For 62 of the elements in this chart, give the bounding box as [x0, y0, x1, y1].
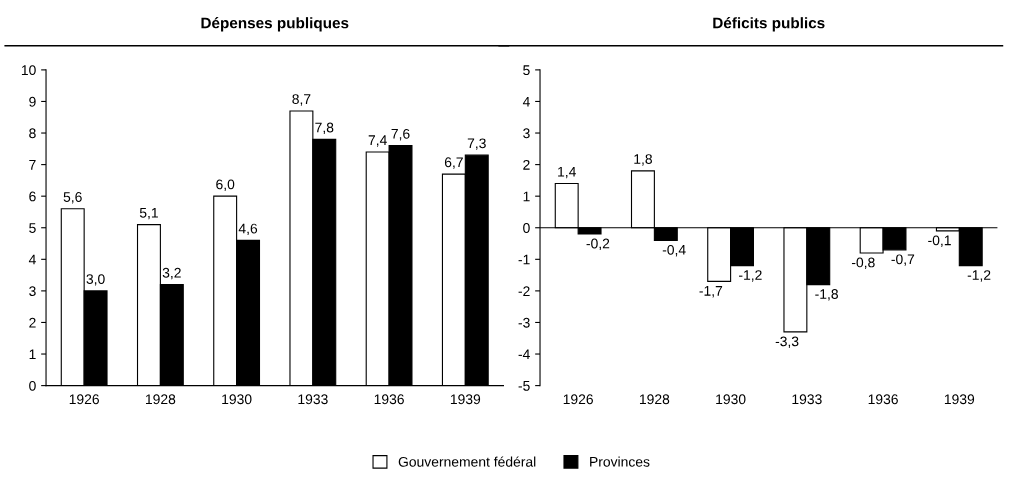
chart-title: Dépenses publiques — [201, 17, 349, 32]
data-label: 1,4 — [558, 166, 576, 179]
y-tick-label: 1 — [29, 349, 36, 360]
data-label: 7,6 — [391, 128, 410, 141]
data-label: 7,3 — [467, 138, 486, 150]
data-label: 5,6 — [63, 192, 82, 204]
y-tick-label: -3 — [518, 317, 530, 328]
data-label: -0,7 — [891, 254, 915, 266]
x-tick-label: 1928 — [639, 394, 670, 405]
y-tick-label: 5 — [29, 223, 36, 233]
data-label: -1,2 — [739, 270, 762, 282]
data-label: -0,8 — [851, 257, 875, 270]
y-tick-label: 3 — [523, 128, 530, 139]
x-tick-label: 1930 — [222, 394, 252, 405]
data-label: 7,8 — [315, 122, 334, 135]
data-label: -0,1 — [928, 235, 951, 247]
data-label: -1,8 — [815, 289, 838, 301]
y-tick-label: 10 — [21, 65, 36, 76]
y-tick-label: 7 — [29, 160, 36, 170]
y-tick-label: 4 — [522, 96, 530, 107]
data-label: 6,0 — [216, 179, 235, 191]
y-tick-label: 5 — [523, 65, 530, 76]
data-label: -0,2 — [586, 238, 610, 251]
y-tick-label: -5 — [518, 381, 530, 391]
data-label: -1,2 — [967, 270, 991, 282]
data-label: -3,3 — [775, 336, 799, 348]
data-label: 3,2 — [162, 267, 181, 280]
y-tick-label: 8 — [29, 128, 36, 139]
legend-label: Gouvernement fédéral — [398, 456, 536, 467]
x-tick-label: 1933 — [298, 394, 328, 405]
x-tick-label: 1936 — [374, 394, 404, 405]
y-tick-label: 0 — [29, 380, 36, 391]
x-tick-label: 1926 — [563, 394, 593, 405]
legend-label: Provinces — [590, 456, 650, 467]
y-tick-label: -1 — [518, 254, 530, 265]
y-tick-label: 3 — [29, 286, 36, 297]
y-tick-label: 2 — [29, 317, 36, 328]
x-tick-label: 1939 — [944, 394, 975, 405]
x-tick-label: 1939 — [450, 394, 481, 405]
x-tick-label: 1930 — [716, 394, 746, 405]
data-label: 3,0 — [86, 274, 105, 286]
y-tick-label: 0 — [523, 223, 530, 233]
data-label: -1,7 — [699, 286, 723, 298]
y-tick-label: -4 — [518, 349, 530, 360]
y-tick-label: 6 — [29, 191, 36, 202]
y-tick-label: 9 — [29, 96, 36, 107]
chart-title: Déficits publics — [713, 17, 825, 32]
data-label: 8,7 — [292, 94, 311, 106]
data-label: -0,4 — [662, 244, 686, 257]
x-tick-label: 1928 — [146, 394, 176, 405]
data-label: 5,1 — [139, 207, 158, 220]
data-label: 4,6 — [238, 223, 258, 236]
data-label: 7,4 — [368, 135, 387, 147]
x-tick-label: 1926 — [69, 394, 99, 405]
data-label: 6,7 — [444, 157, 463, 169]
y-tick-label: -2 — [518, 286, 530, 296]
y-tick-label: 4 — [28, 254, 36, 265]
y-tick-label: 1 — [523, 191, 530, 202]
x-tick-label: 1936 — [868, 394, 898, 405]
data-label: 1,8 — [634, 154, 652, 166]
x-tick-label: 1933 — [792, 394, 822, 405]
y-tick-label: 2 — [523, 159, 530, 170]
